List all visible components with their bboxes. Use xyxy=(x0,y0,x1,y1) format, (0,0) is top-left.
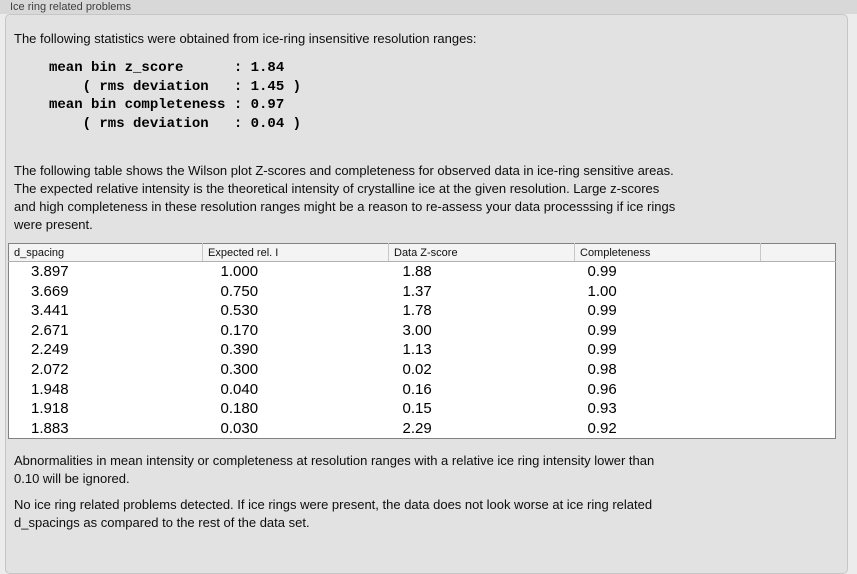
table-cell: 0.300 xyxy=(220,360,259,378)
table-cell: 1.78 xyxy=(402,302,432,320)
table-cell: 1.13 xyxy=(402,341,432,359)
table-cell: 0.92 xyxy=(587,419,617,437)
ice-ring-panel: The following statistics were obtained f… xyxy=(5,14,848,574)
stats-summary-block: mean bin z_score : 1.84 ( rms deviation … xyxy=(49,60,302,132)
column-header-expected-rel-i[interactable]: Expected rel. I xyxy=(202,243,389,262)
table-cell: 0.99 xyxy=(587,263,617,280)
table-cell: 0.040 xyxy=(220,380,259,398)
table-cell xyxy=(761,282,836,302)
table-cell: 1.883 xyxy=(31,419,69,437)
table-cell: 1.918 xyxy=(31,400,69,418)
table-cell: 0.530 xyxy=(220,302,259,320)
table-cell: 1.88 xyxy=(402,263,432,280)
table-cell: 1.000 xyxy=(220,263,259,280)
table-cell: 3.669 xyxy=(31,282,69,300)
table-cell xyxy=(761,262,836,282)
table-row[interactable]: 1.918 0.180 0.15 0.93 xyxy=(9,399,836,419)
table-row[interactable]: 3.897 1.000 1.88 0.99 xyxy=(9,262,836,282)
table-cell: 1.948 xyxy=(31,380,69,398)
column-header-empty xyxy=(760,243,836,262)
table-cell: 0.98 xyxy=(587,360,617,378)
table-cell: 0.99 xyxy=(587,302,617,320)
table-cell: 0.030 xyxy=(220,419,259,437)
table-row[interactable]: 1.948 0.040 0.16 0.96 xyxy=(9,380,836,400)
table-row[interactable]: 1.883 0.030 2.29 0.92 xyxy=(9,419,836,439)
table-cell: 1.00 xyxy=(587,282,617,300)
ice-ring-table[interactable]: d_spacing Expected rel. I Data Z-score C… xyxy=(8,243,836,440)
table-row[interactable]: 3.669 0.750 1.37 1.00 xyxy=(9,282,836,302)
table-cell xyxy=(761,340,836,360)
table-cell xyxy=(761,419,836,439)
table-header-row: d_spacing Expected rel. I Data Z-score C… xyxy=(8,243,836,262)
table-row[interactable]: 2.072 0.300 0.02 0.98 xyxy=(9,360,836,380)
table-cell xyxy=(761,380,836,400)
table-cell xyxy=(761,399,836,419)
column-header-data-z-score[interactable]: Data Z-score xyxy=(388,243,575,262)
ice-ring-table-container: d_spacing Expected rel. I Data Z-score C… xyxy=(8,243,847,440)
column-header-d-spacing[interactable]: d_spacing xyxy=(8,243,203,262)
abnormalities-note-text: Abnormalities in mean intensity or compl… xyxy=(14,453,655,487)
table-row[interactable]: 2.671 0.170 3.00 0.99 xyxy=(9,321,836,341)
table-cell: 0.390 xyxy=(220,341,259,359)
table-description-text: The following table shows the Wilson plo… xyxy=(14,163,676,232)
group-box-title: Ice ring related problems xyxy=(0,0,857,14)
table-cell: 0.99 xyxy=(587,341,617,359)
table-cell: 0.96 xyxy=(587,380,617,398)
conclusion-text: No ice ring related problems detected. I… xyxy=(14,497,653,531)
table-cell: 2.29 xyxy=(402,419,432,437)
table-cell: 2.671 xyxy=(31,321,69,339)
table-cell xyxy=(761,321,836,341)
stats-intro-text: The following statistics were obtained f… xyxy=(14,31,477,46)
table-cell: 0.99 xyxy=(587,321,617,339)
table-cell: 0.170 xyxy=(220,321,259,339)
table-cell: 2.072 xyxy=(31,360,69,378)
table-cell: 3.00 xyxy=(402,321,432,339)
table-cell: 2.249 xyxy=(31,341,69,359)
table-cell: 1.37 xyxy=(402,282,432,300)
table-cell xyxy=(761,360,836,380)
table-cell: 0.180 xyxy=(220,400,259,418)
table-cell: 0.750 xyxy=(220,282,259,300)
column-header-completeness[interactable]: Completeness xyxy=(574,243,761,262)
table-row[interactable]: 2.249 0.390 1.13 0.99 xyxy=(9,340,836,360)
table-cell: 3.441 xyxy=(31,302,69,320)
table-row[interactable]: 3.441 0.530 1.78 0.99 xyxy=(9,301,836,321)
table-cell: 0.02 xyxy=(402,360,432,378)
table-cell xyxy=(761,301,836,321)
table-cell: 3.897 xyxy=(31,263,69,280)
table-cell: 0.93 xyxy=(587,400,617,418)
table-cell: 0.15 xyxy=(402,400,432,418)
table-cell: 0.16 xyxy=(402,380,432,398)
